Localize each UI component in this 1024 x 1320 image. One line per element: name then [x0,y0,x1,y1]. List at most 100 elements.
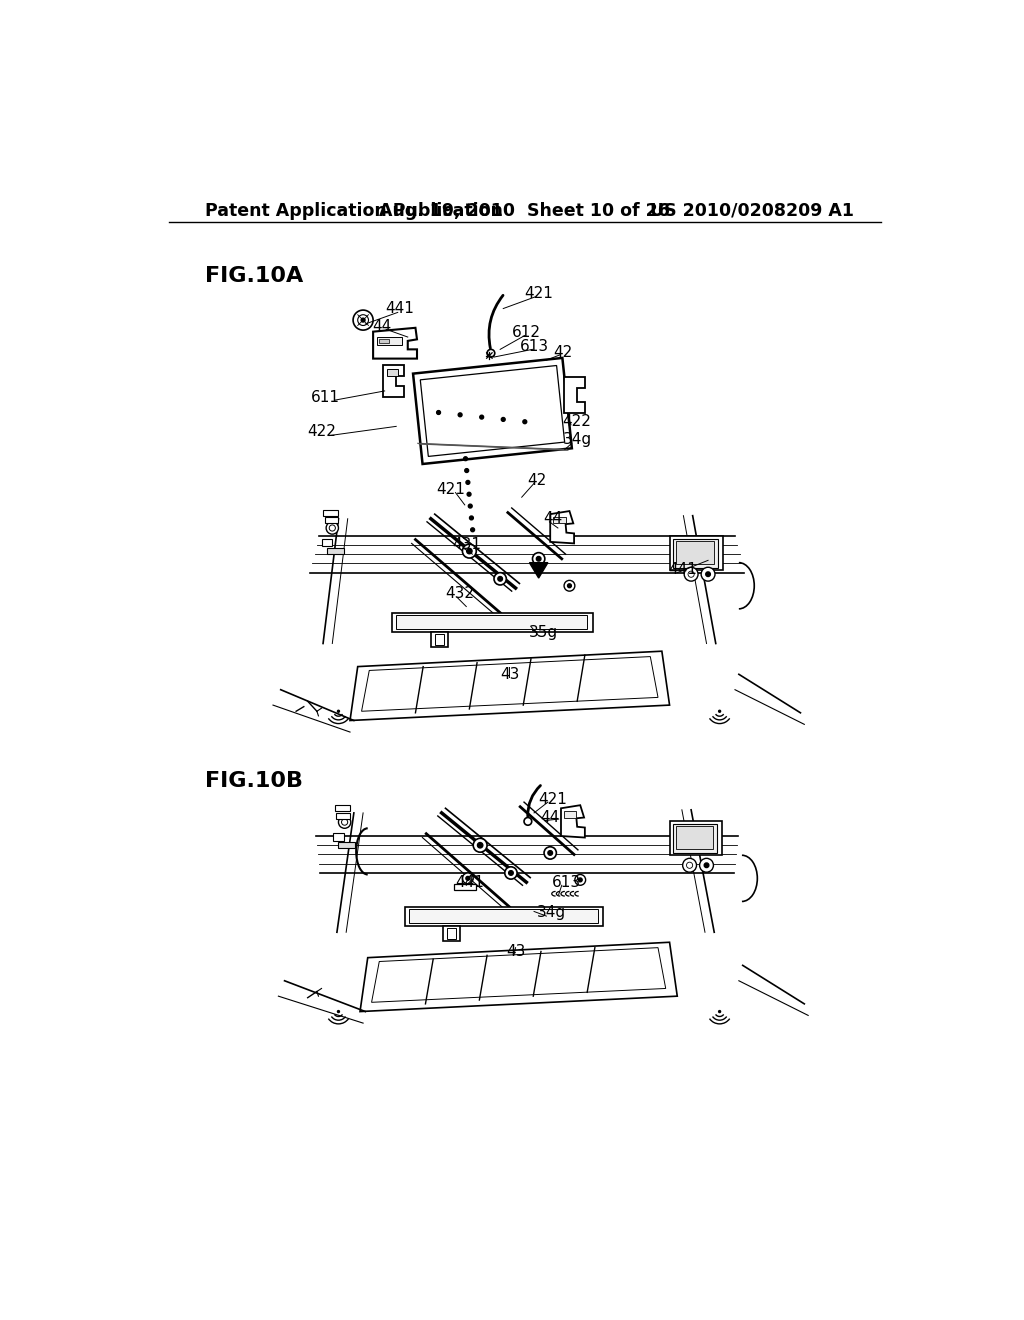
Circle shape [548,850,553,855]
Circle shape [326,521,339,535]
Bar [387,370,397,376]
Polygon shape [413,358,571,465]
Circle shape [458,413,462,417]
Polygon shape [383,364,403,397]
Polygon shape [373,327,417,359]
Text: 421: 421 [436,482,465,498]
Circle shape [487,350,495,358]
Circle shape [338,1011,339,1012]
Polygon shape [372,948,666,1002]
Bar [404,907,603,927]
Polygon shape [529,562,548,578]
Bar [454,884,475,890]
Circle shape [579,878,583,882]
Circle shape [567,583,571,587]
Text: Aug. 19, 2010  Sheet 10 of 26: Aug. 19, 2010 Sheet 10 of 26 [379,202,671,219]
Text: US 2010/0208209 A1: US 2010/0208209 A1 [650,202,854,219]
Circle shape [509,871,513,875]
Circle shape [463,544,476,558]
Circle shape [544,847,556,859]
Circle shape [473,838,487,853]
Bar [379,339,388,343]
Polygon shape [420,366,564,457]
Circle shape [471,528,474,532]
Circle shape [705,863,709,867]
Bar [396,615,587,628]
Circle shape [467,492,471,496]
Bar [335,805,350,812]
Circle shape [505,867,517,879]
Text: 441: 441 [669,562,697,577]
Text: 34g: 34g [562,432,592,447]
Bar [431,632,447,647]
Text: FIG.10A: FIG.10A [205,267,303,286]
Circle shape [523,420,526,424]
Text: 441: 441 [455,875,483,890]
Text: 35g: 35g [528,626,558,640]
Bar [676,826,713,849]
Bar [443,927,460,941]
Text: 611: 611 [311,389,340,405]
Circle shape [466,876,470,880]
Circle shape [466,480,470,484]
Bar [435,635,444,645]
Circle shape [339,816,351,829]
Text: 613: 613 [519,339,549,354]
Text: 612: 612 [512,325,541,341]
Bar [322,539,333,546]
Circle shape [532,553,545,565]
Text: 421: 421 [538,792,567,807]
Circle shape [719,1011,721,1012]
Text: 432: 432 [445,586,474,601]
Bar [327,548,344,554]
Circle shape [338,710,339,713]
Text: FIG.10B: FIG.10B [205,771,303,791]
Bar [339,842,355,849]
Text: 43: 43 [506,944,525,960]
Circle shape [436,411,440,414]
Circle shape [683,858,696,873]
Polygon shape [360,942,677,1011]
Circle shape [701,568,715,581]
Circle shape [477,842,483,847]
Polygon shape [561,805,585,837]
Text: 431: 431 [452,537,481,553]
Circle shape [537,557,541,561]
Circle shape [719,710,721,713]
Bar [553,517,565,523]
Circle shape [465,469,469,473]
Text: 42: 42 [527,473,547,488]
Text: 34g: 34g [537,906,565,920]
Circle shape [464,457,467,461]
Circle shape [498,577,503,581]
Circle shape [524,817,531,825]
Text: 422: 422 [307,424,336,440]
Circle shape [470,516,473,520]
Text: Patent Application Publication: Patent Application Publication [205,202,503,219]
Circle shape [494,573,506,585]
Circle shape [463,873,473,884]
Circle shape [684,568,698,581]
Text: 421: 421 [524,285,553,301]
Text: 42: 42 [554,345,572,360]
Circle shape [467,548,472,554]
Text: 613: 613 [552,875,581,890]
Text: 44: 44 [372,318,391,334]
Bar [674,824,717,853]
Bar [325,517,339,523]
Bar [336,813,350,818]
Bar [676,541,714,564]
Circle shape [699,858,714,873]
Circle shape [502,417,505,421]
Polygon shape [361,656,658,711]
Circle shape [564,581,574,591]
Bar [333,833,344,841]
Bar [409,909,598,923]
Text: 44: 44 [543,511,562,527]
Circle shape [480,416,483,418]
Text: 44: 44 [541,810,560,825]
Polygon shape [550,511,574,544]
Circle shape [468,504,472,508]
Polygon shape [564,378,585,412]
Circle shape [574,874,586,886]
